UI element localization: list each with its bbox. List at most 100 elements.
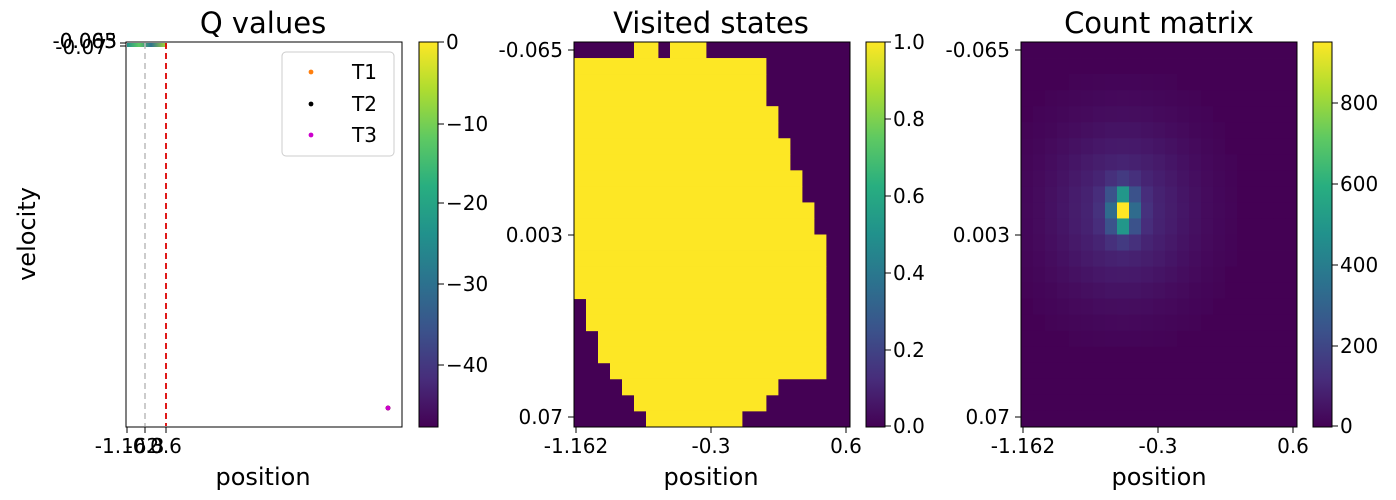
count-cell (1033, 218, 1046, 235)
count-cell (1117, 282, 1130, 300)
count-cell (1177, 282, 1190, 300)
count-cell (1189, 170, 1202, 187)
count-cell (1045, 378, 1058, 396)
count-cell (1045, 266, 1058, 284)
count-cell (1105, 410, 1118, 428)
count-cell (1153, 330, 1166, 348)
count-cell (1093, 314, 1106, 332)
visited-cell (574, 106, 779, 123)
count-cell (1021, 330, 1034, 348)
count-cell (1189, 410, 1202, 428)
count-cell (1105, 282, 1118, 300)
count-cell (1201, 282, 1214, 300)
count-cell (1249, 394, 1262, 412)
count-cell (1153, 282, 1166, 300)
count-cell (1165, 378, 1178, 396)
count-cell (1165, 298, 1178, 316)
count-cell (1213, 74, 1226, 91)
count-cell (1249, 218, 1262, 235)
count-cell (1141, 106, 1154, 123)
legend-box (281, 51, 395, 157)
count-cell (1249, 154, 1262, 171)
count-cell (1021, 74, 1034, 91)
count-cell (1201, 42, 1214, 59)
count-cell (1189, 362, 1202, 380)
count-cell (1153, 202, 1166, 219)
count-cell (1141, 154, 1154, 171)
count-cbar-tick-label: 200 (1340, 334, 1378, 358)
count-cell (1261, 362, 1274, 380)
count-cell (1201, 394, 1214, 412)
count-cell (1213, 266, 1226, 284)
count-cell (1141, 314, 1154, 332)
count-cbar-tick-label: 400 (1340, 253, 1378, 277)
count-cell (1033, 202, 1046, 219)
count-cell (1153, 394, 1166, 412)
visited-cell (586, 298, 827, 316)
count-cell (1069, 234, 1082, 251)
count-cell (1189, 282, 1202, 300)
count-cell (1057, 250, 1070, 267)
count-cell (1057, 186, 1070, 203)
count-cell (1117, 218, 1130, 235)
count-cell (1105, 362, 1118, 380)
visited-cell (574, 138, 791, 155)
count-cell (1057, 202, 1070, 219)
count-cell (1225, 266, 1238, 284)
count-cell (1057, 266, 1070, 284)
count-cell (1225, 138, 1238, 155)
count-cell (1153, 106, 1166, 123)
count-cell (1105, 154, 1118, 171)
count-cell (1213, 218, 1226, 235)
count-cell (1273, 298, 1286, 316)
count-cell (1105, 170, 1118, 187)
count-cell (1105, 186, 1118, 203)
count-cell (1069, 266, 1082, 284)
count-cell (1285, 234, 1298, 251)
count-cell (1249, 266, 1262, 284)
count-cell (1021, 314, 1034, 332)
count-x-tick-label: 0.6 (1277, 434, 1309, 458)
count-matrix-colorbar (1312, 41, 1333, 428)
count-cell (1021, 362, 1034, 380)
count-cell (1141, 58, 1154, 75)
count-cell (1273, 58, 1286, 75)
count-cell (1093, 170, 1106, 187)
count-cell (1057, 282, 1070, 300)
visited-cell (646, 42, 659, 59)
count-cell (1081, 202, 1094, 219)
count-cell (1021, 58, 1034, 75)
count-cell (1129, 250, 1142, 267)
count-cell (1201, 218, 1214, 235)
count-cell (1189, 314, 1202, 332)
count-cell (1225, 362, 1238, 380)
count-cell (1213, 42, 1226, 59)
legend-label-t1: T1 (351, 60, 377, 84)
count-cell (1165, 170, 1178, 187)
count-cell (1177, 58, 1190, 75)
count-cell (1285, 218, 1298, 235)
count-cell (1141, 362, 1154, 380)
count-cell (1081, 410, 1094, 428)
q-values-heatmap-strip (127, 43, 167, 47)
count-cell (1129, 90, 1142, 107)
count-cell (1273, 122, 1286, 139)
count-cell (1261, 330, 1274, 348)
count-cell (1081, 250, 1094, 267)
count-cell (1033, 42, 1046, 59)
count-cell (1225, 378, 1238, 396)
count-cell (1177, 394, 1190, 412)
count-cell (1117, 234, 1130, 251)
q-cbar-tick-label: −40 (446, 353, 488, 377)
count-cell (1033, 346, 1046, 364)
visited-cbar-tick-label: 0.8 (893, 107, 925, 131)
count-cell (1153, 346, 1166, 364)
count-cell (1117, 122, 1130, 139)
q-values-xlabel: position (215, 463, 310, 491)
count-cell (1201, 234, 1214, 251)
count-cell (1153, 250, 1166, 267)
count-cell (1237, 58, 1250, 75)
count-cell (1273, 138, 1286, 155)
q-cbar-tick-label: −30 (446, 272, 488, 296)
count-cell (1117, 170, 1130, 187)
